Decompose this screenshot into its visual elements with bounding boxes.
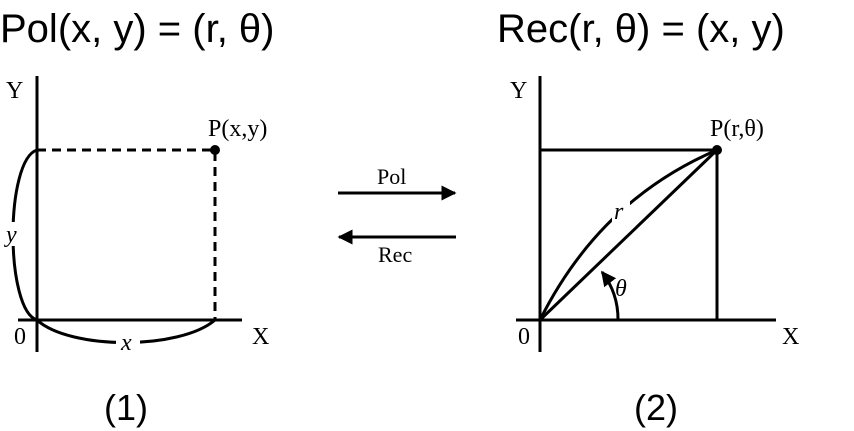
axis-label: X <box>782 324 799 350</box>
axis-label: Y <box>510 78 527 104</box>
y-label: y <box>4 222 17 248</box>
left-diagram: Y X 0 P(x,y) y x (1) <box>4 76 269 428</box>
point-label: P(r,θ) <box>710 116 764 142</box>
dashed-guide <box>37 148 217 320</box>
axis-label: Y <box>6 78 23 104</box>
origin-label: 0 <box>14 324 26 350</box>
point-label: P(x,y) <box>208 116 267 142</box>
label-bg <box>116 330 140 352</box>
label-bg <box>612 200 630 222</box>
title: Rec(r, θ) = (x, y) <box>497 7 785 51</box>
point <box>210 145 220 155</box>
title: Pol(x, y) = (r, θ) <box>0 7 275 51</box>
conversion-arrows: Pol Rec <box>337 164 457 267</box>
angle-arc <box>600 270 620 321</box>
label-bg <box>4 222 20 246</box>
caption: (2) <box>634 387 678 428</box>
point <box>712 145 722 155</box>
x-label: x <box>120 330 132 356</box>
axis-label: X <box>252 324 269 350</box>
right-diagram: Y X 0 P(r,θ) r θ (2) <box>510 76 799 428</box>
radius <box>538 148 719 322</box>
arrow-label: Rec <box>378 242 412 267</box>
origin-label: 0 <box>518 324 530 350</box>
caption: (1) <box>104 387 148 428</box>
arrow-label: Pol <box>377 164 406 189</box>
angle-label: θ <box>615 276 627 302</box>
r-label: r <box>614 199 624 225</box>
